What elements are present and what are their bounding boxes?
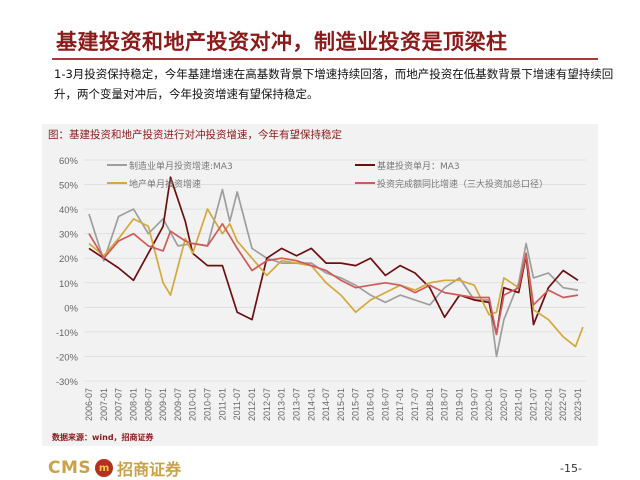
- x-tick-label: 2020-07: [499, 388, 509, 421]
- y-tick-label: -30%: [56, 377, 79, 388]
- x-tick-label: 2012-01: [247, 388, 257, 421]
- x-tick-label: 2009-07: [173, 388, 183, 421]
- x-tick-label: 2008-07: [143, 388, 153, 421]
- series-line-1: [88, 176, 579, 336]
- x-tick-label: 2018-07: [440, 388, 450, 421]
- series-line-3: [88, 222, 579, 336]
- logo-cn: 招商证券: [117, 460, 182, 479]
- page-number: -15-: [560, 462, 582, 475]
- y-tick-label: 20%: [59, 254, 79, 265]
- y-tick-label: 10%: [59, 279, 79, 290]
- x-tick-label: 2021-01: [514, 388, 524, 421]
- body-text: 1-3月投资保持稳定，今年基建增速在高基数背景下增速持续回落，而地产投资在低基数…: [54, 67, 614, 101]
- x-tick-label: 2014-07: [321, 388, 331, 421]
- x-tick-label: 2023-01: [573, 388, 583, 421]
- x-tick-label: 2019-07: [469, 388, 479, 421]
- x-tick-label: 2011-01: [217, 388, 227, 420]
- x-tick-label: 2017-07: [410, 388, 420, 421]
- data-source: 数据来源：wind，招商证券: [52, 433, 154, 442]
- x-tick-label: 2011-07: [232, 388, 242, 420]
- x-tick-label: 2017-01: [395, 388, 405, 421]
- y-tick-label: 60%: [59, 156, 79, 167]
- x-tick-label: 2010-07: [203, 388, 213, 421]
- y-tick-label: 0%: [64, 303, 78, 314]
- logo-en: CMS: [48, 458, 92, 478]
- x-tick-label: 2019-01: [454, 388, 464, 421]
- x-tick-label: 2013-07: [291, 388, 301, 421]
- x-tick-label: 2022-07: [558, 388, 568, 421]
- legend-label: 投资完成额同比增速（三大投资加总口径）: [377, 178, 548, 190]
- chart-panel: [42, 124, 598, 446]
- figure-caption: 图：基建投资和地产投资进行对冲投资增速，今年有望保持稳定: [48, 129, 342, 141]
- x-tick-label: 2012-07: [262, 388, 272, 421]
- legend-label: 制造业单月投资增速:MA3: [129, 160, 233, 172]
- x-tick-label: 2014-01: [306, 388, 316, 421]
- x-tick-label: 2016-01: [366, 388, 376, 421]
- legend-label: 地产单月投资增速: [129, 178, 201, 190]
- x-tick-label: 2015-07: [351, 388, 361, 421]
- title-divider: [52, 58, 598, 60]
- x-tick-label: 2010-01: [188, 388, 198, 421]
- company-logo: CMS m 招商证券: [48, 456, 181, 480]
- x-tick-label: 2013-01: [277, 388, 287, 421]
- x-tick-label: 2015-01: [336, 388, 346, 421]
- y-tick-label: 30%: [59, 230, 79, 241]
- series-line-0: [88, 188, 579, 358]
- x-tick-label: 2016-07: [380, 388, 390, 421]
- x-tick-label: 2021-07: [529, 388, 539, 421]
- x-tick-label: 2020-01: [484, 388, 494, 421]
- x-tick-label: 2007-07: [114, 388, 124, 421]
- y-tick-label: -20%: [56, 352, 79, 363]
- logo-badge-icon: m: [95, 459, 114, 477]
- x-tick-label: 2008-01: [128, 388, 138, 421]
- y-tick-label: -10%: [56, 328, 79, 339]
- x-tick-label: 2018-01: [425, 388, 435, 421]
- x-tick-label: 2022-01: [543, 388, 553, 421]
- legend-label: 基建投资单月：MA3: [377, 160, 460, 172]
- series-line-2: [88, 208, 584, 348]
- y-tick-label: 50%: [59, 181, 79, 192]
- slide-title: 基建投资和地产投资对冲，制造业投资是顶梁柱: [56, 30, 508, 54]
- x-tick-label: 2009-01: [158, 388, 168, 421]
- x-tick-label: 2007-01: [99, 388, 109, 421]
- x-tick-label: 2006-07: [84, 388, 94, 421]
- y-tick-label: 40%: [59, 205, 79, 216]
